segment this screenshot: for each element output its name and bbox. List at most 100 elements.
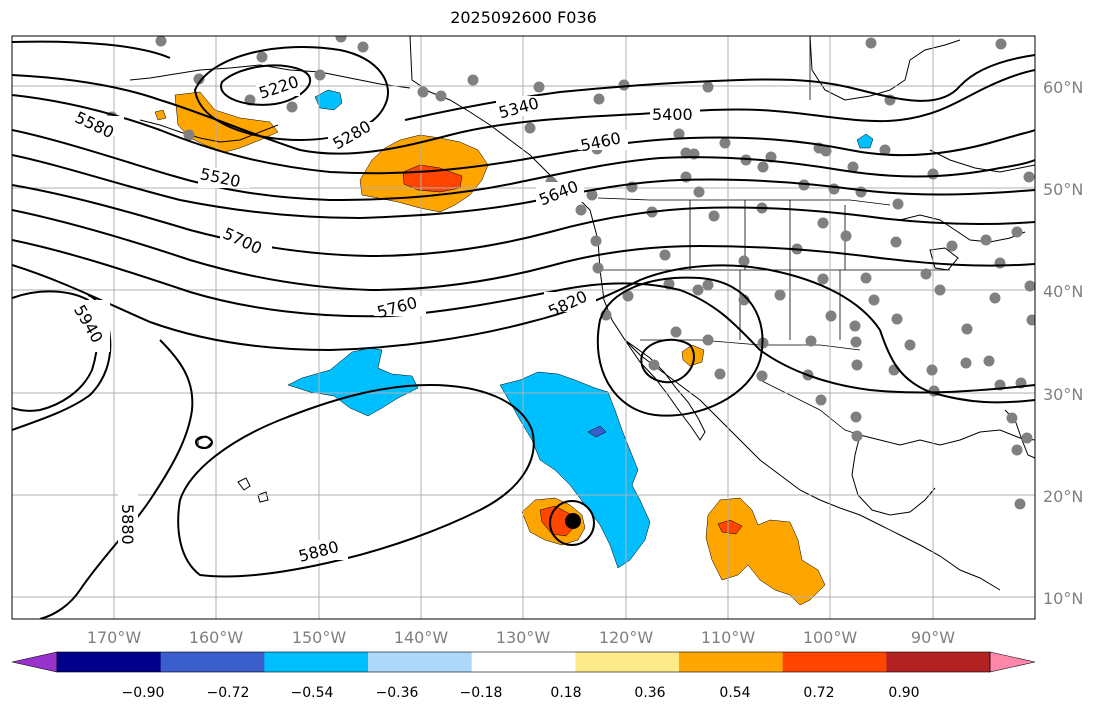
station-marker bbox=[850, 336, 862, 348]
colorbar-tick-label: 0.18 bbox=[550, 685, 581, 701]
colorbar-tick-label: −0.54 bbox=[291, 685, 334, 701]
station-marker bbox=[648, 359, 660, 371]
station-marker bbox=[286, 101, 298, 113]
contour-small-loop bbox=[640, 338, 695, 384]
station-marker bbox=[575, 204, 587, 216]
lat-label-60n: 60°N bbox=[1043, 78, 1083, 97]
colorbar-segment bbox=[782, 652, 887, 672]
station-marker bbox=[680, 147, 692, 159]
contour-5520 bbox=[12, 129, 1035, 202]
station-marker bbox=[467, 74, 479, 86]
station-marker bbox=[926, 364, 938, 376]
station-marker bbox=[961, 323, 973, 335]
lon-label-130w: 130°W bbox=[496, 628, 551, 647]
colorbar-border bbox=[56, 651, 991, 673]
colorbar-segment bbox=[471, 652, 576, 672]
station-marker bbox=[592, 262, 604, 274]
contour-5700 bbox=[12, 209, 1035, 292]
station-marker bbox=[417, 86, 429, 98]
station-marker bbox=[946, 240, 958, 252]
lat-label-40n: 40°N bbox=[1043, 282, 1083, 301]
station-marker bbox=[815, 394, 827, 406]
station-marker bbox=[820, 145, 832, 157]
lon-label-100w: 100°W bbox=[803, 628, 858, 647]
station-marker bbox=[927, 168, 939, 180]
station-markers bbox=[106, 36, 1035, 510]
station-marker bbox=[851, 359, 863, 371]
colorbar-tick-label: −0.72 bbox=[207, 685, 250, 701]
station-marker bbox=[1023, 171, 1035, 183]
contour-labels: 5220 5280 5340 5400 5460 5520 5580 5640 … bbox=[66, 72, 700, 566]
colorbar-segment bbox=[264, 652, 369, 672]
lon-label-160w: 160°W bbox=[189, 628, 244, 647]
station-marker bbox=[1014, 498, 1026, 510]
colorbar-tick-label: −0.36 bbox=[376, 685, 419, 701]
station-marker bbox=[849, 320, 861, 332]
storm-center-marker bbox=[565, 513, 581, 529]
colorbar-segment bbox=[368, 652, 473, 672]
station-marker bbox=[828, 183, 840, 195]
station-marker bbox=[868, 294, 880, 306]
station-marker bbox=[586, 189, 598, 201]
station-marker bbox=[1026, 314, 1035, 326]
station-marker bbox=[851, 430, 863, 442]
lat-label-10n: 10°N bbox=[1043, 589, 1083, 608]
station-marker bbox=[670, 326, 682, 338]
station-marker bbox=[960, 357, 972, 369]
station-marker bbox=[934, 284, 946, 296]
lat-label-50n: 50°N bbox=[1043, 180, 1083, 199]
station-marker bbox=[155, 36, 167, 47]
station-marker bbox=[1011, 226, 1023, 238]
station-marker bbox=[805, 335, 817, 347]
orange-fill-southwest bbox=[681, 344, 705, 367]
contour-5400 bbox=[12, 69, 1035, 155]
map-title: 2025092600 F036 bbox=[450, 8, 597, 27]
station-marker bbox=[1021, 432, 1033, 444]
station-marker bbox=[622, 290, 634, 302]
station-marker bbox=[702, 279, 714, 291]
contour-small-circle bbox=[194, 435, 214, 449]
station-marker bbox=[840, 230, 852, 242]
station-marker bbox=[193, 73, 205, 85]
contour-5640 bbox=[12, 184, 1035, 258]
station-marker bbox=[693, 186, 705, 198]
station-marker bbox=[860, 272, 872, 284]
blue-fill-baja-offshore bbox=[499, 371, 651, 569]
station-marker bbox=[357, 41, 369, 53]
colorbar-tick-label: −0.90 bbox=[122, 685, 165, 701]
colorbar-tick-label: 0.54 bbox=[719, 685, 750, 701]
station-marker bbox=[865, 37, 877, 49]
contour-5760 bbox=[12, 239, 1035, 394]
station-marker bbox=[1024, 280, 1035, 292]
station-marker bbox=[989, 292, 1001, 304]
station-marker bbox=[673, 128, 685, 140]
station-marker bbox=[892, 198, 904, 210]
station-marker bbox=[756, 370, 768, 382]
blue-fill-central-pacific bbox=[287, 347, 419, 417]
colorbar-extend-high bbox=[989, 651, 1036, 673]
colorbar bbox=[11, 651, 1036, 673]
contour-label: 5880 bbox=[118, 504, 137, 545]
station-marker bbox=[702, 81, 714, 93]
station-marker bbox=[850, 411, 862, 423]
contour-5220 bbox=[220, 64, 312, 106]
colorbar-segment bbox=[886, 652, 991, 672]
station-marker bbox=[904, 339, 916, 351]
station-marker bbox=[702, 334, 714, 346]
station-marker bbox=[719, 137, 731, 149]
station-marker bbox=[994, 257, 1006, 269]
station-marker bbox=[435, 90, 447, 102]
station-marker bbox=[738, 255, 750, 267]
blue-fill-hudson bbox=[856, 133, 874, 149]
station-marker bbox=[593, 93, 605, 105]
station-marker bbox=[983, 355, 995, 367]
contour-tc-ring bbox=[549, 500, 595, 546]
lon-label-140w: 140°W bbox=[394, 628, 449, 647]
colorbar-tick-label: 0.90 bbox=[888, 685, 919, 701]
colorbar-extend-low bbox=[11, 651, 58, 673]
station-marker bbox=[314, 69, 326, 81]
contour-5940 bbox=[12, 290, 99, 412]
contour-5460 bbox=[12, 94, 1035, 175]
station-marker bbox=[757, 161, 769, 173]
